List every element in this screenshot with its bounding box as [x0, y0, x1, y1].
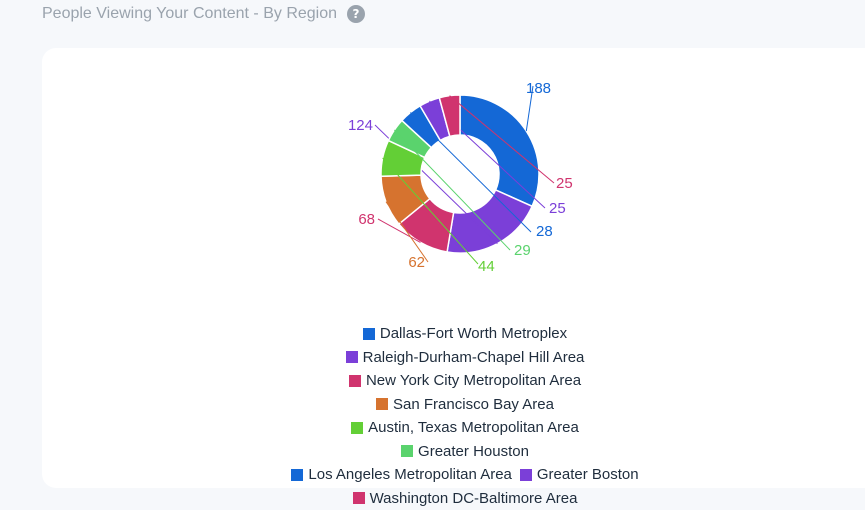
legend-item[interactable]: Washington DC-Baltimore Area — [353, 490, 578, 507]
legend-item[interactable]: Greater Boston — [520, 466, 639, 483]
chart-title: People Viewing Your Content - By Region — [42, 5, 337, 23]
legend-label: Los Angeles Metropolitan Area — [308, 466, 511, 483]
legend-label: Dallas-Fort Worth Metroplex — [380, 325, 567, 342]
legend-row: Dallas-Fort Worth Metroplex — [359, 322, 571, 346]
data-label: 25 — [556, 175, 573, 192]
help-icon[interactable]: ? — [347, 5, 365, 23]
legend-label: Greater Houston — [418, 443, 529, 460]
donut-slice[interactable] — [460, 95, 539, 206]
data-label: 25 — [549, 200, 566, 217]
legend-row: Los Angeles Metropolitan Area Greater Bos… — [287, 463, 642, 487]
legend-item[interactable]: San Francisco Bay Area — [376, 396, 554, 413]
legend-swatch — [353, 492, 365, 504]
legend-item[interactable]: Greater Houston — [401, 443, 529, 460]
legend-row: Raleigh-Durham-Chapel Hill Area — [342, 346, 589, 370]
data-label: 62 — [408, 254, 425, 271]
legend-swatch — [349, 375, 361, 387]
legend-item[interactable]: Raleigh-Durham-Chapel Hill Area — [346, 349, 585, 366]
legend-swatch — [351, 422, 363, 434]
legend-swatch — [401, 445, 413, 457]
legend-item[interactable]: Dallas-Fort Worth Metroplex — [363, 325, 567, 342]
data-label: 44 — [478, 258, 495, 275]
legend-swatch — [520, 469, 532, 481]
legend-item[interactable]: Los Angeles Metropolitan Area — [291, 466, 511, 483]
data-label: 188 — [526, 80, 551, 97]
legend-label: Washington DC-Baltimore Area — [370, 490, 578, 507]
legend-label: New York City Metropolitan Area — [366, 372, 581, 389]
legend-label: Raleigh-Durham-Chapel Hill Area — [363, 349, 585, 366]
legend-label: Austin, Texas Metropolitan Area — [368, 419, 579, 436]
legend-row: New York City Metropolitan Area — [345, 369, 585, 393]
legend-item[interactable]: Austin, Texas Metropolitan Area — [351, 419, 579, 436]
chart-legend: Dallas-Fort Worth Metroplex Raleigh-Durha… — [265, 322, 665, 510]
donut-chart: 188 124 68 62 44 29 28 25 25 — [42, 48, 865, 278]
legend-row: Greater Houston — [397, 440, 533, 464]
chart-header: People Viewing Your Content - By Region … — [42, 3, 365, 25]
legend-swatch — [291, 469, 303, 481]
data-label: 28 — [536, 223, 553, 240]
data-label: 29 — [514, 242, 531, 259]
legend-swatch — [376, 398, 388, 410]
legend-row: San Francisco Bay Area — [372, 393, 558, 417]
data-label: 68 — [358, 211, 375, 228]
legend-swatch — [346, 351, 358, 363]
legend-swatch — [363, 328, 375, 340]
legend-label: San Francisco Bay Area — [393, 396, 554, 413]
chart-card: 188 124 68 62 44 29 28 25 25 Dallas-Fort Worth M… — [42, 48, 865, 488]
legend-label: Greater Boston — [537, 466, 639, 483]
legend-row: Austin, Texas Metropolitan Area — [347, 416, 583, 440]
legend-item[interactable]: New York City Metropolitan Area — [349, 372, 581, 389]
legend-row: Washington DC-Baltimore Area — [349, 487, 582, 510]
data-label: 124 — [348, 117, 373, 134]
